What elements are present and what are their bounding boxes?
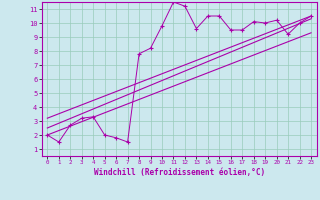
X-axis label: Windchill (Refroidissement éolien,°C): Windchill (Refroidissement éolien,°C): [94, 168, 265, 177]
